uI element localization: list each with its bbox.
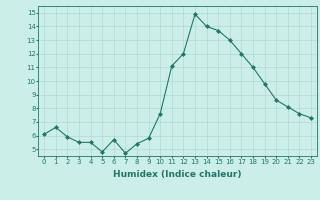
X-axis label: Humidex (Indice chaleur): Humidex (Indice chaleur) xyxy=(113,170,242,179)
